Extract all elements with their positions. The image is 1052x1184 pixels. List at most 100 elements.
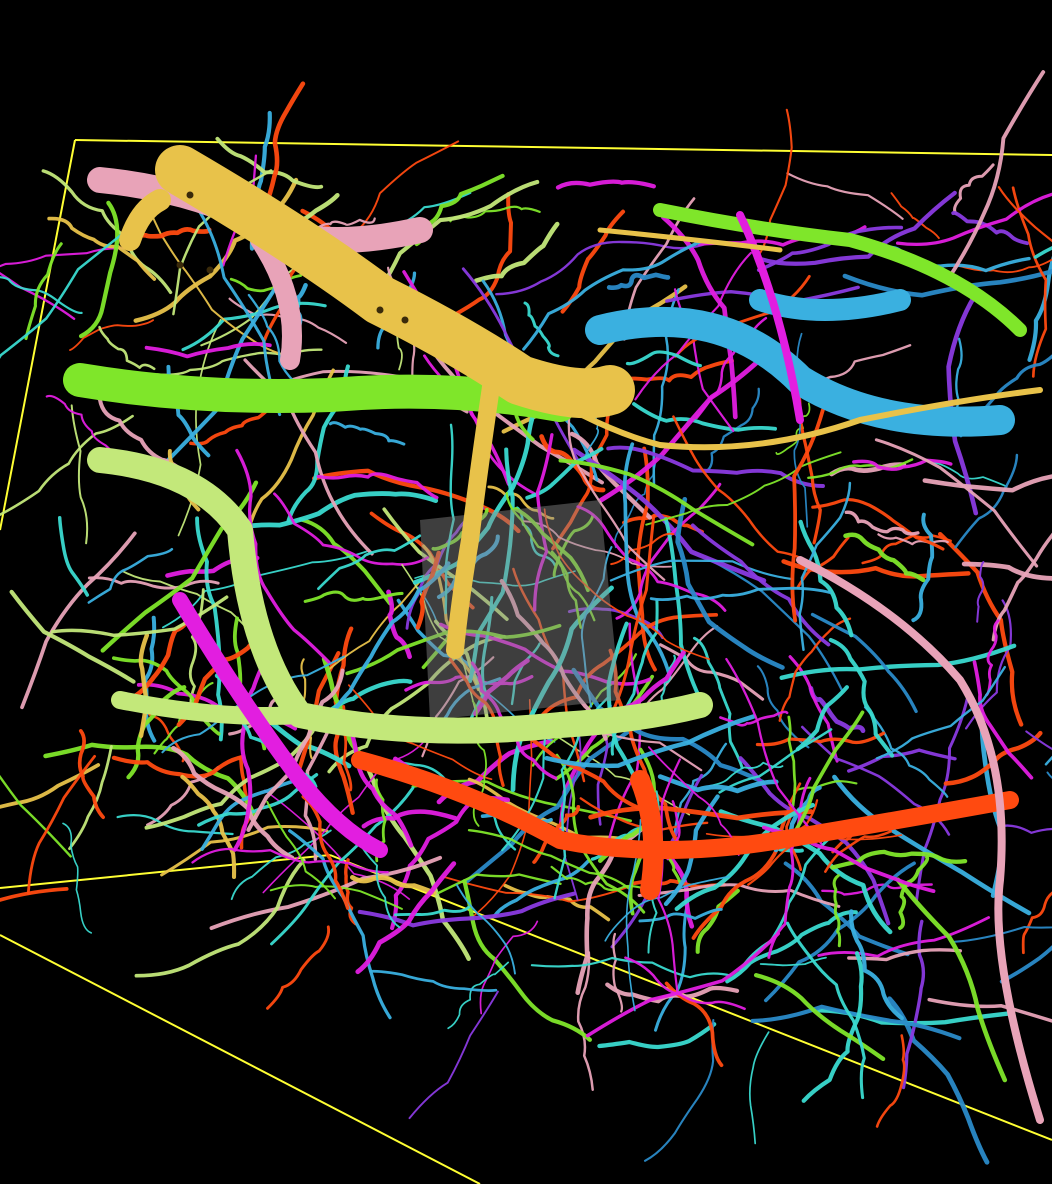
vessel-segment: [817, 916, 991, 958]
vessel-segment: [0, 414, 134, 517]
vessel-segment: [999, 945, 1052, 984]
vessel-segment: [246, 668, 345, 832]
gold-vessel-stub: [119, 189, 171, 251]
vessel-segment: [303, 590, 404, 603]
vessel-segment: [24, 242, 63, 341]
vessel-segment: [77, 729, 105, 820]
vessel-segment: [811, 498, 945, 551]
vessel-segment: [998, 824, 1052, 834]
vessel-segment: [558, 458, 755, 547]
sky-vessel-trunk: [585, 306, 1015, 437]
vessel-segment: [347, 722, 414, 848]
vessel-segment: [755, 731, 886, 747]
vessel-segment: [849, 909, 904, 1021]
vessel-segment: [810, 612, 918, 714]
vessel-segment: [606, 272, 671, 291]
vessel-segment: [495, 240, 715, 296]
vessel-segment: [937, 531, 1024, 727]
vessel-segment: [759, 956, 827, 967]
vessel-segment: [62, 822, 92, 934]
orange-red-vessel: [351, 751, 1019, 859]
vessel-segment: [954, 453, 1019, 549]
vessel-segment: [622, 442, 672, 676]
vessel-segment: [144, 342, 272, 359]
vessel-segment: [70, 404, 89, 545]
vessel-segment: [544, 714, 757, 769]
vessel-segment: [632, 402, 777, 432]
vessel-segment: [533, 433, 554, 612]
lime-vessel-branch: [111, 691, 309, 725]
vessel-pore: [401, 316, 409, 324]
vessel-segment: [492, 859, 590, 918]
vessel-segment: [875, 665, 1006, 760]
vessel-segment: [775, 402, 811, 455]
bounding-box-edge: [0, 139, 76, 531]
vessel-segment: [444, 423, 455, 615]
vessel-segment: [624, 956, 746, 1011]
vessel-segment: [473, 658, 530, 716]
green-vessel-upper: [653, 203, 1027, 337]
vessel-segment: [796, 536, 850, 589]
vessel-segment: [1027, 255, 1052, 362]
vessel-segment: [347, 684, 493, 781]
vessel-segment: [47, 216, 157, 281]
vessel-segment: [828, 637, 895, 758]
vessel-segment: [361, 809, 458, 829]
pink-vessel-branch: [250, 230, 302, 370]
vessel-segment: [0, 774, 72, 858]
vessel-segment: [972, 660, 1034, 780]
vessel-segment: [793, 710, 865, 833]
vessel-segment: [412, 395, 543, 585]
vessel-segment: [976, 561, 985, 623]
vessel-segment: [353, 140, 460, 234]
vessel-segment: [262, 81, 306, 211]
vessel-segment: [645, 451, 842, 526]
vessel-segment: [264, 789, 411, 900]
vessel-segment: [951, 211, 1030, 246]
vessel-segment: [121, 570, 257, 643]
vessel-segment: [98, 325, 156, 371]
vessel-segment: [317, 534, 422, 591]
vessel-segment: [571, 667, 765, 785]
vessel-segment: [787, 715, 797, 808]
vessel-segment: [832, 874, 842, 948]
vessel-segment: [189, 404, 275, 446]
vessel-segment: [195, 206, 282, 417]
vessel-segment: [298, 517, 392, 606]
vessel-segment: [612, 932, 624, 1013]
vessel-segment: [437, 873, 562, 895]
vessel-segment: [847, 948, 962, 962]
vessel-segment: [657, 774, 779, 794]
vessel-segment: [45, 394, 121, 461]
vessel-segment: [232, 648, 273, 852]
vessel-segment: [844, 510, 920, 536]
vessel-segment: [316, 472, 439, 500]
vessel-segment: [843, 532, 926, 583]
vessel-segment: [273, 492, 429, 566]
vessel-segment: [576, 951, 594, 1091]
magenta-vessel: [172, 592, 388, 858]
vessel-pore: [186, 191, 194, 199]
vessel-segment: [355, 861, 457, 975]
vessel-segment: [875, 1034, 906, 1128]
vessel-segment: [350, 875, 437, 896]
vessel-segment: [953, 926, 1052, 943]
vessel-segment: [953, 163, 995, 215]
vessel-segment: [585, 931, 780, 1038]
vessel-segment: [442, 875, 633, 903]
vessel-segment: [551, 401, 615, 551]
vessel-segment: [519, 729, 645, 812]
vessel-segment: [57, 516, 90, 597]
vessel-segment: [695, 888, 740, 954]
vessel-pore: [376, 306, 384, 314]
vessel-segment: [911, 512, 935, 623]
vessel-segment: [465, 723, 640, 884]
vessel-segment: [357, 891, 576, 928]
vessel-segment: [690, 523, 831, 647]
vessel-segment: [895, 877, 1008, 1083]
vessel-segment: [604, 875, 731, 942]
vessel-segment: [798, 481, 852, 652]
vessel-segment: [0, 247, 129, 268]
vessel-segment: [327, 561, 451, 728]
